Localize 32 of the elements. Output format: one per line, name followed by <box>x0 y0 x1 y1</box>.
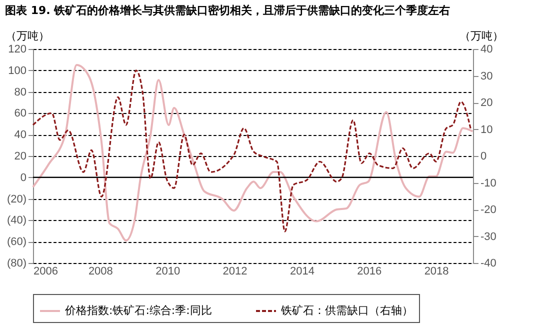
y-tick-label: (60) <box>6 236 26 248</box>
y-tick-label: 20 <box>14 150 26 162</box>
x-tick-label: 2016 <box>357 266 382 278</box>
x-tick-label: 2012 <box>222 266 248 278</box>
y-tick-label: 60 <box>14 108 26 120</box>
y-tick-label: 80 <box>14 86 26 98</box>
y-tick-label: (80) <box>6 258 26 270</box>
chart-title: 图表 19. 铁矿石的价格增长与其供需缺口密切相关，且滞后于供需缺口的变化三个季度左右 <box>5 4 450 17</box>
y2-tick-label: -10 <box>480 177 496 190</box>
y2-tick-label: 10 <box>480 124 493 136</box>
x-tick-label: 2018 <box>424 266 449 278</box>
y2-tick-label: -20 <box>480 204 496 216</box>
y2-tick-label: 30 <box>480 70 493 82</box>
y-tick-label: 40 <box>14 129 26 142</box>
x-tick-label: 2006 <box>34 266 58 278</box>
y-tick-label: 100 <box>8 64 26 77</box>
y2-tick-label: -40 <box>480 258 496 270</box>
x-tick-label: 2008 <box>88 266 113 278</box>
y2-tick-label: 20 <box>480 97 493 109</box>
legend-label: 铁矿石：供需缺口（右轴） <box>280 304 413 317</box>
x-tick-label: 2010 <box>156 266 180 278</box>
legend-label: 价格指数:铁矿石:综合:季:同比 <box>64 304 212 317</box>
y-tick-label: (40) <box>6 214 26 227</box>
y2-tick-label: 40 <box>480 44 493 56</box>
x-tick-label: 2014 <box>290 266 314 278</box>
y2-tick-label: -30 <box>480 230 496 243</box>
y-axis-title: （万吨） <box>6 30 50 42</box>
y-tick-label: 0 <box>20 172 26 184</box>
y2-axis-title: （万吨） <box>460 30 504 42</box>
y-tick-label: 120 <box>8 44 26 56</box>
y-tick-label: (20) <box>6 193 26 206</box>
y2-tick-label: 0 <box>480 150 487 162</box>
